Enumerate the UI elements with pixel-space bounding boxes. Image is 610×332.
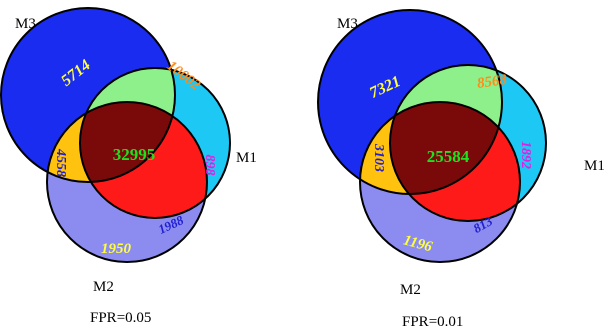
count-m1-m2-m3: 32995 — [113, 145, 156, 164]
set-m3-outline — [0, 7, 176, 183]
set-m2-outline — [46, 101, 208, 263]
count-m1-m2-m3: 25584 — [427, 147, 470, 166]
count-m2-m3: 3103 — [371, 143, 386, 172]
set-label-m2: M2 — [93, 279, 114, 295]
set-m1-outline — [79, 67, 231, 219]
count-m1-only: 1892 — [518, 141, 533, 169]
fpr-label: FPR=0.05 — [90, 310, 151, 326]
region-m1-m2-m3 — [390, 102, 502, 194]
set-m1-outline — [389, 64, 547, 222]
count-m2-only: 1950 — [101, 241, 132, 257]
venn-diagram-fpr-001: 7321 8568 25584 3103 1892 813 1196 M3 M1… — [317, 9, 605, 330]
count-m1-only: 898 — [202, 155, 217, 176]
count-m2-m3: 4558 — [53, 148, 68, 177]
set-label-m3: M3 — [15, 16, 36, 32]
set-label-m1: M1 — [236, 150, 257, 166]
count-m2-only: 1196 — [402, 232, 435, 255]
set-label-m1: M1 — [584, 158, 605, 174]
venn-diagram-fpr-005: 5714 10002 32995 4558 898 1988 1950 M3 M… — [0, 7, 257, 326]
set-label-m2: M2 — [400, 282, 421, 298]
fpr-label: FPR=0.01 — [402, 314, 463, 330]
count-m1-m3: 8568 — [476, 72, 508, 92]
set-m2-outline — [359, 101, 521, 263]
set-label-m3: M3 — [337, 16, 358, 32]
